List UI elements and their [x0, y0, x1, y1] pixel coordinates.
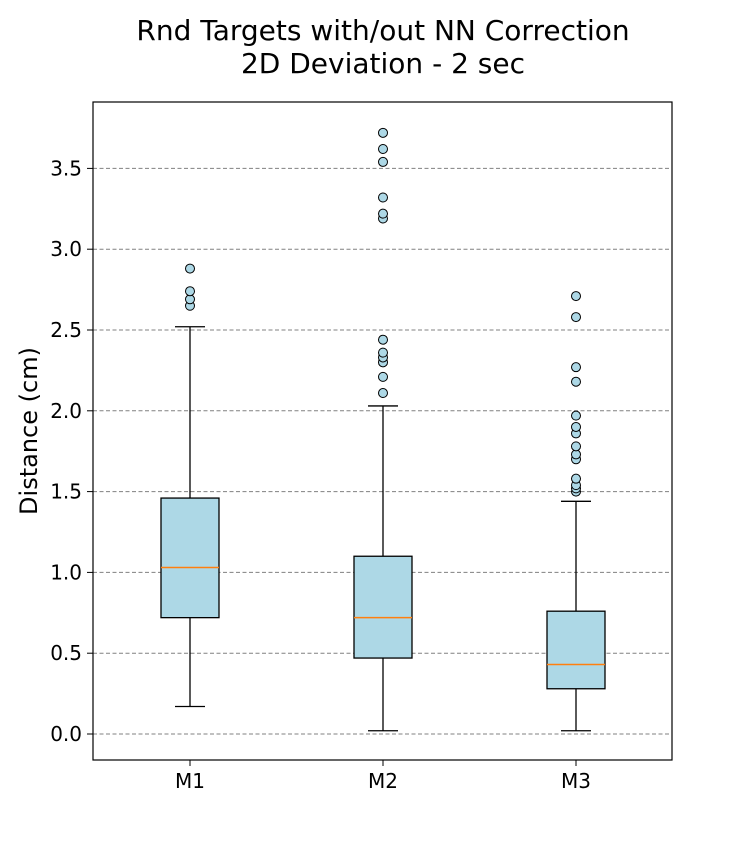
y-tick-label: 2.5	[50, 318, 82, 342]
outlier-point	[571, 421, 581, 432]
outlier-point	[571, 410, 581, 421]
y-tick-label: 1.5	[50, 480, 82, 504]
box-body	[353, 555, 413, 659]
outlier-point	[378, 334, 388, 345]
chart-title-line-1: Rnd Targets with/out NN Correction	[136, 14, 629, 47]
outlier-point	[571, 312, 581, 323]
outlier-point	[571, 441, 581, 452]
outlier-point	[378, 388, 388, 399]
outlier-point	[571, 376, 581, 387]
box-m2	[353, 127, 413, 732]
boxes	[160, 127, 606, 732]
plot-frame	[92, 101, 673, 761]
outlier-point	[378, 208, 388, 219]
chart-title-line-2: 2D Deviation - 2 sec	[241, 47, 525, 80]
y-axis-label: Distance (cm)	[15, 347, 43, 515]
box-m3	[546, 291, 606, 732]
outlier-point	[378, 144, 388, 155]
box-m1	[160, 263, 220, 708]
outlier-point	[378, 127, 388, 138]
box-body	[546, 610, 606, 690]
y-tick-label: 3.5	[50, 156, 82, 180]
outlier-point	[378, 192, 388, 203]
outlier-point	[185, 263, 195, 274]
box-body	[160, 497, 220, 619]
outlier-point	[378, 347, 388, 358]
outlier-point	[378, 156, 388, 167]
outlier-point	[378, 371, 388, 382]
x-axis-ticks: M1 M2 M3	[175, 760, 591, 793]
y-tick-label: 3.0	[50, 237, 82, 261]
x-tick-label: M3	[561, 769, 591, 793]
y-tick-label: 0.5	[50, 641, 82, 665]
y-tick-label: 1.0	[50, 560, 82, 584]
outlier-point	[185, 286, 195, 297]
y-tick-label: 0.0	[50, 722, 82, 746]
outlier-point	[571, 473, 581, 484]
x-tick-label: M2	[368, 769, 398, 793]
y-axis-ticks: 0.0 0.5 1.0 1.5 2.0 2.5 3.0 3.5	[50, 156, 93, 746]
x-tick-label: M1	[175, 769, 205, 793]
y-tick-label: 2.0	[50, 399, 82, 423]
outlier-point	[571, 362, 581, 373]
outlier-point	[571, 291, 581, 302]
